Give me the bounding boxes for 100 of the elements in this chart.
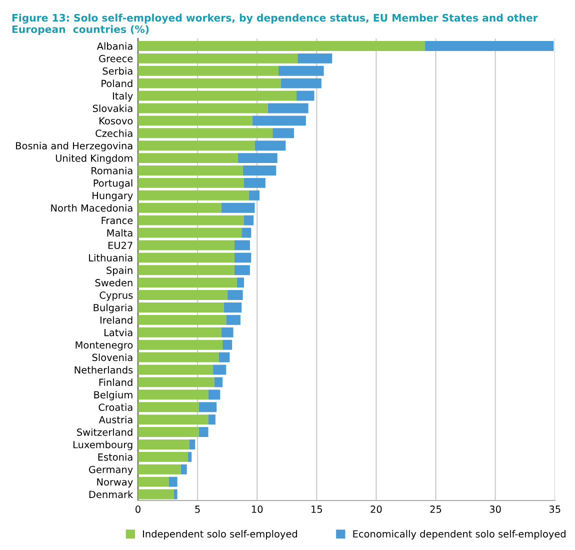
- bar: [138, 78, 281, 88]
- bar: [138, 265, 234, 276]
- bar: [248, 190, 260, 200]
- bar: [244, 178, 266, 188]
- x-tick-label: 35: [549, 506, 560, 513]
- bar: [138, 427, 199, 437]
- y-tick-label: Czechia: [96, 129, 132, 137]
- y-tick-label: Belgium: [94, 390, 132, 400]
- y-tick-label: Greece: [99, 54, 133, 62]
- bar: [138, 128, 273, 138]
- x-tick-label: 0: [136, 506, 140, 513]
- y-tick-label: Denmark: [89, 490, 134, 498]
- bar: [138, 140, 255, 151]
- bar: [242, 166, 276, 176]
- y-tick-label: Ireland: [100, 316, 132, 324]
- bar: [138, 215, 244, 226]
- bar: [236, 278, 244, 288]
- bar: [138, 364, 214, 375]
- y-tick-label: Bosnia and Herzegovina: [16, 142, 132, 152]
- bar: [138, 103, 268, 114]
- bar: [298, 53, 332, 64]
- bar: [218, 352, 230, 362]
- y-tick-label: Montenegro: [76, 341, 133, 351]
- bar: [138, 352, 219, 362]
- y-tick-label: Bulgaria: [94, 304, 132, 314]
- bar: [180, 464, 187, 474]
- bar: [252, 116, 306, 126]
- bar: [222, 340, 232, 350]
- bar: [138, 390, 208, 400]
- bar: [272, 128, 294, 138]
- bar: [208, 414, 216, 425]
- bar: [296, 90, 314, 101]
- bar: [138, 116, 252, 126]
- bar: [138, 377, 214, 388]
- bar: [174, 489, 178, 500]
- y-tick-label: Italy: [113, 92, 133, 102]
- bar: [188, 452, 192, 462]
- bar: [224, 302, 242, 312]
- bar: [425, 40, 554, 51]
- bar: [168, 476, 178, 487]
- bar: [138, 414, 208, 425]
- y-tick-label: Latvia: [104, 328, 132, 336]
- y-tick-label: Slovenia: [92, 354, 132, 362]
- bar: [234, 240, 250, 250]
- bar: [221, 327, 234, 338]
- bar: [138, 476, 169, 487]
- x-tick-label: 25: [430, 506, 442, 513]
- y-tick-label: Hungary: [92, 192, 133, 202]
- y-tick-label: Sweden: [95, 278, 132, 286]
- x-tick-label: 10: [252, 506, 263, 513]
- bar: [278, 66, 324, 76]
- bar: [138, 340, 223, 350]
- y-tick-label: Serbia: [102, 67, 132, 75]
- bar: [234, 265, 250, 276]
- y-tick-label: Finland: [99, 378, 132, 386]
- legend-label: Independent solo self-employed: [143, 530, 297, 540]
- y-tick-label: Netherlands: [74, 366, 133, 374]
- y-tick-label: Romania: [92, 166, 132, 174]
- bar: [208, 390, 220, 400]
- bar: [138, 153, 238, 164]
- y-tick-label: Albania: [96, 42, 132, 50]
- bar: [244, 215, 254, 226]
- y-tick-label: Norway: [97, 478, 133, 488]
- x-tick-label: 15: [312, 506, 322, 513]
- y-tick-label: Croatia: [98, 403, 132, 411]
- bar: [238, 153, 278, 164]
- bar: [138, 252, 234, 263]
- y-tick-label: Estonia: [98, 453, 132, 461]
- bar: [138, 327, 222, 338]
- bar: [138, 452, 188, 462]
- bar: [138, 190, 249, 200]
- chart-title: Figure 13: Solo self-employed workers, by dependence status, EU Member States and other European countries (%): [12, 14, 538, 35]
- y-tick-label: Spain: [106, 266, 132, 276]
- y-tick-label: Slovakia: [92, 104, 132, 112]
- bar: [138, 278, 237, 288]
- bar: [138, 90, 296, 101]
- y-tick-label: North Macedonia: [51, 204, 132, 212]
- bar: [138, 178, 244, 188]
- legend-label: Economically dependent solo self-employed: [353, 530, 566, 540]
- bar: [138, 290, 228, 300]
- y-tick-label: United Kingdom: [56, 154, 132, 164]
- bar: [242, 228, 252, 238]
- y-tick-label: France: [102, 216, 133, 224]
- bar: [268, 103, 308, 114]
- bar: [221, 202, 255, 213]
- bar: [189, 439, 196, 450]
- bar: [138, 464, 181, 474]
- bar: [138, 166, 243, 176]
- bar: [138, 439, 190, 450]
- bar: [138, 66, 279, 76]
- bar: [138, 402, 199, 412]
- bar: [254, 140, 286, 151]
- bar: [138, 489, 174, 500]
- bar: [198, 402, 217, 412]
- x-tick-label: 20: [370, 506, 382, 513]
- bar: [138, 228, 242, 238]
- y-tick-label: Austria: [98, 416, 132, 424]
- bar: [234, 252, 252, 263]
- y-tick-label: Germany: [89, 466, 133, 476]
- bar: [213, 364, 226, 375]
